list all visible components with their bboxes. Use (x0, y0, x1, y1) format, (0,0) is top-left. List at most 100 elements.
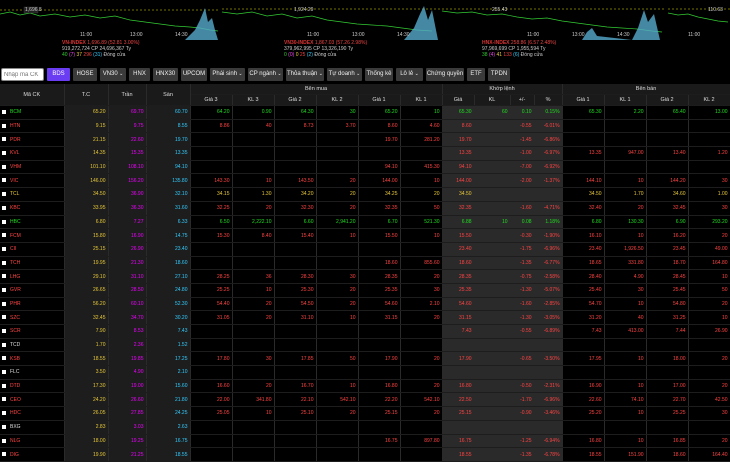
symbol-cell[interactable]: TCD (0, 338, 65, 353)
subheader-3[interactable]: KL 2 (316, 94, 359, 106)
symbol-cell[interactable]: BXG (0, 420, 65, 435)
header-floor[interactable]: Sàn (146, 84, 191, 106)
subheader-4[interactable]: Giá 1 (358, 94, 401, 106)
subheader-8[interactable]: +/- (510, 94, 535, 106)
watchlist-checkbox[interactable] (2, 301, 6, 306)
symbol-cell[interactable]: SZC (0, 310, 65, 325)
watchlist-checkbox[interactable] (2, 151, 6, 156)
watchlist-checkbox[interactable] (2, 164, 6, 169)
table-row[interactable]: TCD 1.70 2.36 1.52 (0, 338, 730, 353)
tab-bds[interactable]: BDS (47, 68, 70, 81)
tab-ch-ng-quy-n[interactable]: Chứng quyền (426, 68, 464, 81)
table-row[interactable]: CEO 24.20 26.60 21.80 22.00 341.80 22.10 542.10… (0, 392, 730, 408)
watchlist-checkbox[interactable] (2, 342, 6, 347)
table-row[interactable]: VIC 146.00 156.20 135.80 143.30 10 143.50 20 144… (0, 173, 730, 189)
subheader-5[interactable]: KL 1 (400, 94, 443, 106)
header-symbol[interactable]: Mã CK (0, 84, 65, 106)
watchlist-checkbox[interactable] (2, 329, 6, 334)
table-row[interactable]: CII 25.15 26.90 23.40 23.40 -1.75 -6.96% 23.40 1… (0, 242, 730, 257)
table-row[interactable]: VHM 101.10 108.10 94.10 94.10 415.30 94.10 -7.0… (0, 160, 730, 175)
table-row[interactable]: SCR 7.90 8.53 7.43 7.43 -0.55 -6.89% 7.43 413.00… (0, 324, 730, 339)
watchlist-checkbox[interactable] (2, 370, 6, 375)
tab-ph-i-sinh[interactable]: Phái sinh ⌄ (210, 68, 245, 81)
symbol-cell[interactable]: SCR (0, 324, 65, 339)
tab-tpdn[interactable]: TPDN (488, 68, 510, 81)
symbol-search-input[interactable] (1, 68, 44, 81)
symbol-cell[interactable]: VIC (0, 173, 65, 189)
watchlist-checkbox[interactable] (2, 137, 6, 142)
table-row[interactable]: GVR 26.65 28.50 24.80 25.25 10 25.30 20 25.35 30 2… (0, 283, 730, 298)
tab-hose[interactable]: HOSE (73, 68, 97, 81)
subheader-2[interactable]: Giá 2 (274, 94, 317, 106)
watchlist-checkbox[interactable] (2, 123, 6, 128)
header-ceil[interactable]: Trần (108, 84, 147, 106)
symbol-cell[interactable]: FCM (0, 228, 65, 243)
symbol-cell[interactable]: KSB (0, 351, 65, 367)
subheader-6[interactable]: Giá (442, 94, 475, 106)
table-row[interactable]: PDR 21.15 22.60 19.70 19.70 281.20 19.70 -1.45-… (0, 132, 730, 148)
table-row[interactable]: HDC 26.05 27.85 24.25 25.05 10 25.10 20 25.15 20 2… (0, 406, 730, 421)
symbol-cell[interactable]: VHM (0, 160, 65, 175)
table-row[interactable]: KVL 14.35 15.35 13.35 13.35 -1.00 -6.97% 13.35 9… (0, 146, 730, 161)
tab-vn30[interactable]: VN30 ⌄ (100, 68, 126, 81)
vn30-chart[interactable]: 1,924.29 11:00 13:00 14:30 VN30-INDEX 1,… (222, 0, 440, 62)
symbol-cell[interactable]: KBC (0, 201, 65, 216)
watchlist-checkbox[interactable] (2, 110, 6, 115)
symbol-cell[interactable]: HBC (0, 215, 65, 230)
watchlist-checkbox[interactable] (2, 356, 6, 361)
symbol-cell[interactable]: DIG (0, 447, 65, 462)
watchlist-checkbox[interactable] (2, 178, 6, 183)
table-row[interactable]: BXG 2.83 3.03 2.63 (0, 420, 730, 435)
watchlist-checkbox[interactable] (2, 233, 6, 238)
watchlist-checkbox[interactable] (2, 246, 6, 251)
table-row[interactable]: DIG 19.90 21.25 18.55 18.55 -1.35 -6.78% 18.55 1… (0, 447, 730, 462)
watchlist-checkbox[interactable] (2, 397, 6, 402)
watchlist-checkbox[interactable] (2, 315, 6, 320)
watchlist-checkbox[interactable] (2, 274, 6, 279)
watchlist-checkbox[interactable] (2, 452, 6, 457)
table-row[interactable]: FLC 3.50 4.90 2.10 (0, 365, 730, 380)
watchlist-checkbox[interactable] (2, 424, 6, 429)
watchlist-checkbox[interactable] (2, 205, 6, 210)
symbol-cell[interactable]: CII (0, 242, 65, 257)
watchlist-checkbox[interactable] (2, 192, 6, 197)
vnindex-chart[interactable]: 1,696.8 11:00 13:00 14:30 VN-INDEX 1,696… (0, 0, 220, 62)
symbol-cell[interactable]: FLC (0, 365, 65, 380)
table-row[interactable]: NLG 18.00 19.25 16.75 16.75 897.80 16.75 -1.25-… (0, 434, 730, 449)
symbol-cell[interactable]: BCM (0, 105, 65, 120)
symbol-cell[interactable]: NLG (0, 434, 65, 449)
tab-t-doanh[interactable]: Tự doanh ⌄ (327, 68, 362, 81)
symbol-cell[interactable]: PHR (0, 297, 65, 312)
subheader-7[interactable]: KL (474, 94, 511, 106)
tab-th-a-thu-n[interactable]: Thỏa thuận ⌄ (286, 68, 324, 81)
table-row[interactable]: HBC 6.80 7.27 6.33 6.50 2,222.10 6.60 2,941.20 6… (0, 215, 730, 230)
subheader-9[interactable]: % (534, 94, 563, 106)
watchlist-checkbox[interactable] (2, 411, 6, 416)
tab-hnx30[interactable]: HNX30 (153, 68, 178, 81)
watchlist-checkbox[interactable] (2, 260, 6, 265)
subheader-11[interactable]: KL 1 (604, 94, 647, 106)
upcom-chart[interactable]: 110.63 11:00 (668, 0, 730, 62)
symbol-cell[interactable]: PDR (0, 132, 65, 148)
watchlist-checkbox[interactable] (2, 383, 6, 388)
symbol-cell[interactable]: TCL (0, 187, 65, 202)
table-row[interactable]: PHR 56.20 60.10 52.30 54.40 20 54.50 20 54.60 2.1… (0, 297, 730, 312)
header-ref[interactable]: T.C (64, 84, 109, 106)
table-row[interactable]: KBC 33.95 36.30 31.60 32.25 20 32.30 20 32.35 50 3… (0, 201, 730, 216)
tab-etf[interactable]: ETF (467, 68, 485, 81)
tab-cp-ng-nh[interactable]: CP ngành ⌄ (248, 68, 283, 81)
symbol-cell[interactable]: DTD (0, 379, 65, 394)
watchlist-checkbox[interactable] (2, 219, 6, 224)
table-row[interactable]: SZC 32.45 34.70 30.20 31.05 20 31.10 10 31.15 20 3… (0, 310, 730, 325)
table-row[interactable]: KSB 18.55 19.85 17.25 17.80 30 17.85 50 17.90 20 1… (0, 351, 730, 367)
tab-l-l-[interactable]: Lô lẻ ⌄ (396, 68, 423, 81)
symbol-cell[interactable]: CEO (0, 392, 65, 408)
symbol-cell[interactable]: KVL (0, 146, 65, 161)
tab-th-ng-k-[interactable]: Thống kê (365, 68, 393, 81)
tab-upcom[interactable]: UPCOM (181, 68, 207, 81)
table-row[interactable]: HTN 9.15 9.75 8.55 8.86 40 8.73 3.70 8.60 4.60 8.6… (0, 119, 730, 134)
subheader-10[interactable]: Giá 1 (562, 94, 605, 106)
table-row[interactable]: BCM 65.20 69.70 60.70 64.20 0.90 64.30 30 65.20 1… (0, 105, 730, 120)
table-row[interactable]: TCH 19.95 21.30 18.60 18.60 855.60 18.60 -1.35-… (0, 256, 730, 271)
subheader-0[interactable]: Giá 3 (190, 94, 233, 106)
